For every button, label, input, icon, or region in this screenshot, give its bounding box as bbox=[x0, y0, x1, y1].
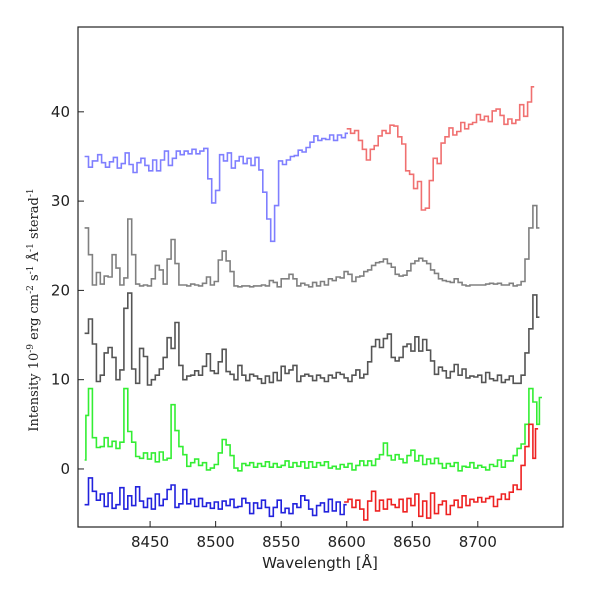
spectrum-series-1 bbox=[84, 132, 348, 243]
y-tick-label: 10 bbox=[51, 371, 70, 389]
y-tick-label: 20 bbox=[51, 281, 70, 299]
plot-frame bbox=[77, 26, 564, 528]
x-tick-label: 8600 bbox=[328, 533, 366, 551]
spectrum-series-4 bbox=[84, 292, 540, 386]
svg-text:Intensity 10-9 erg cm-2 s-1 Å-: Intensity 10-9 erg cm-2 s-1 Å-1 sterad-1 bbox=[26, 188, 42, 431]
x-axis-label: Wavelength [Å] bbox=[262, 553, 378, 572]
x-tick-label: 8700 bbox=[459, 533, 497, 551]
x-tick-label: 8450 bbox=[131, 533, 169, 551]
x-tick-label: 8550 bbox=[262, 533, 300, 551]
spectrum-series-6 bbox=[84, 477, 347, 518]
y-axis-label: Intensity 10-9 erg cm-2 s-1 Å-1 sterad-1 bbox=[26, 188, 42, 431]
spectrum-series-3 bbox=[84, 204, 540, 288]
series-layer bbox=[84, 86, 542, 521]
ticks-layer: 8450 8500 8550 8600 8650 8700 0 10 20 30 40 bbox=[51, 103, 497, 551]
x-tick-label: 8500 bbox=[197, 533, 235, 551]
spectrum-series-2 bbox=[346, 86, 535, 211]
spectrum-series-7 bbox=[344, 423, 539, 521]
x-tick-label: 8650 bbox=[393, 533, 431, 551]
y-tick-label: 0 bbox=[60, 460, 70, 478]
spectrum-series-5 bbox=[84, 387, 542, 472]
y-tick-label: 40 bbox=[51, 103, 70, 121]
y-tick-label: 30 bbox=[51, 192, 70, 210]
